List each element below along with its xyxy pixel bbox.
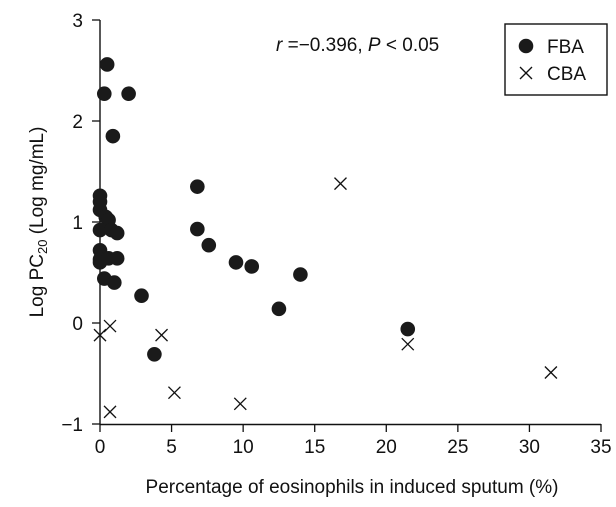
fba-point <box>228 255 244 270</box>
y-axis-ticks: −1 0 1 2 3 <box>61 11 100 436</box>
fba-point <box>271 301 287 317</box>
y-tick-label: 1 <box>72 213 83 234</box>
x-tick-label: 25 <box>447 437 468 458</box>
y-axis-title: Log PC20 (Log mg/mL) <box>27 127 50 318</box>
cba-point <box>167 386 181 400</box>
x-tick-label: 15 <box>304 437 325 458</box>
fba-point <box>201 237 217 253</box>
fba-point <box>105 128 121 144</box>
x-tick-label: 20 <box>376 437 397 458</box>
legend-cba-label: CBA <box>547 64 586 85</box>
data-points <box>92 57 558 419</box>
fba-point <box>190 221 205 237</box>
fba-point <box>107 275 122 290</box>
x-axis-title: Percentage of eosinophils in induced spu… <box>146 477 559 498</box>
fba-point <box>190 179 205 194</box>
legend-fba-label: FBA <box>547 37 584 58</box>
fba-point <box>96 86 112 102</box>
fba-point <box>147 347 162 362</box>
x-axis-ticks: 0 5 10 15 20 25 30 35 <box>95 424 612 458</box>
cba-point <box>544 366 558 379</box>
x-tick-label: 5 <box>166 437 177 458</box>
cba-point <box>103 405 117 419</box>
correlation-annotation: r =−0.396, P < 0.05 <box>276 35 439 56</box>
fba-point <box>109 225 125 241</box>
fba-point <box>400 321 416 337</box>
fba-point <box>134 288 149 304</box>
fba-point <box>244 259 260 274</box>
x-tick-label: 35 <box>590 437 611 458</box>
cba-point <box>155 328 169 342</box>
cba-point <box>401 337 415 351</box>
cba-point <box>233 397 247 411</box>
cba-point <box>93 328 107 342</box>
fba-point <box>121 86 136 102</box>
legend: FBA CBA <box>504 23 608 96</box>
fba-point <box>293 267 308 282</box>
fba-point <box>109 251 125 266</box>
cba-point <box>103 319 117 333</box>
legend-box <box>504 23 608 96</box>
y-tick-label: 0 <box>72 314 83 335</box>
fba-point <box>99 57 115 72</box>
x-tick-label: 30 <box>519 437 540 458</box>
x-tick-label: 0 <box>95 437 106 458</box>
cba-point <box>334 177 347 191</box>
y-tick-label: 2 <box>72 112 83 133</box>
y-tick-label: −1 <box>61 415 83 436</box>
legend-cba-marker <box>519 66 533 80</box>
x-tick-label: 10 <box>233 437 254 458</box>
y-tick-label: 3 <box>72 11 83 32</box>
fba-point <box>92 222 108 238</box>
legend-fba-marker <box>518 38 534 54</box>
